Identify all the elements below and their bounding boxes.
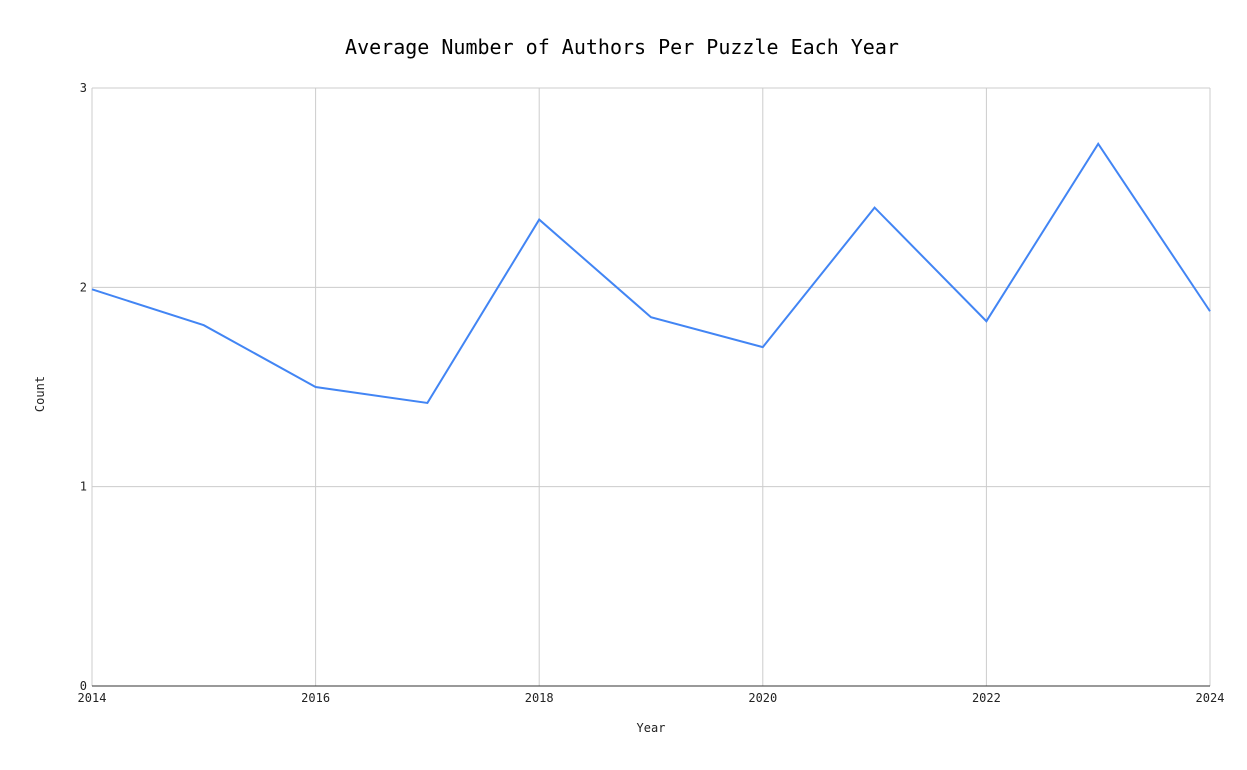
- x-tick-label: 2016: [301, 691, 330, 705]
- x-tick-label: 2020: [748, 691, 777, 705]
- x-tick-label: 2018: [525, 691, 554, 705]
- y-tick-label: 2: [80, 280, 87, 294]
- x-tick-label: 2014: [78, 691, 107, 705]
- x-tick-label: 2022: [972, 691, 1001, 705]
- series-line: [91, 141, 1211, 405]
- y-tick-label: 3: [80, 81, 87, 95]
- chart-title: Average Number of Authors Per Puzzle Eac…: [345, 35, 899, 59]
- x-tick-label: 2024: [1196, 691, 1225, 705]
- y-tick-label: 0: [80, 679, 87, 693]
- y-axis-ticks: 0 1 2 3: [80, 81, 87, 693]
- x-axis-label: Year: [637, 721, 666, 735]
- x-axis-ticks: 2014 2016 2018 2020 2022 2024: [78, 691, 1225, 705]
- y-tick-label: 1: [80, 480, 87, 494]
- series-layer: [91, 141, 1211, 405]
- grid-lines: [91, 87, 1211, 686]
- y-axis-label: Count: [33, 376, 47, 412]
